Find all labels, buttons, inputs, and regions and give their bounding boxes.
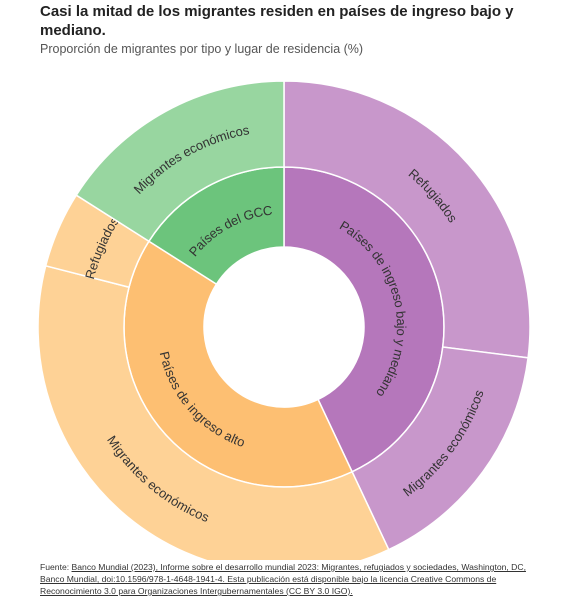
outer-segment bbox=[75, 80, 285, 243]
chart-title: Casi la mitad de los migrantes residen e… bbox=[40, 3, 514, 39]
source-link[interactable]: Banco Mundial (2023), Informe sobre el d… bbox=[40, 562, 526, 596]
source-note: Fuente: Banco Mundial (2023), Informe so… bbox=[40, 561, 530, 597]
outer-segment bbox=[37, 264, 390, 560]
source-prefix: Fuente: bbox=[40, 562, 72, 572]
chart: Países de ingreso bajo y medianoRefugiad… bbox=[37, 80, 531, 560]
chart-subtitle: Proporción de migrantes por tipo y lugar… bbox=[40, 42, 364, 56]
outer-segment bbox=[283, 80, 531, 359]
